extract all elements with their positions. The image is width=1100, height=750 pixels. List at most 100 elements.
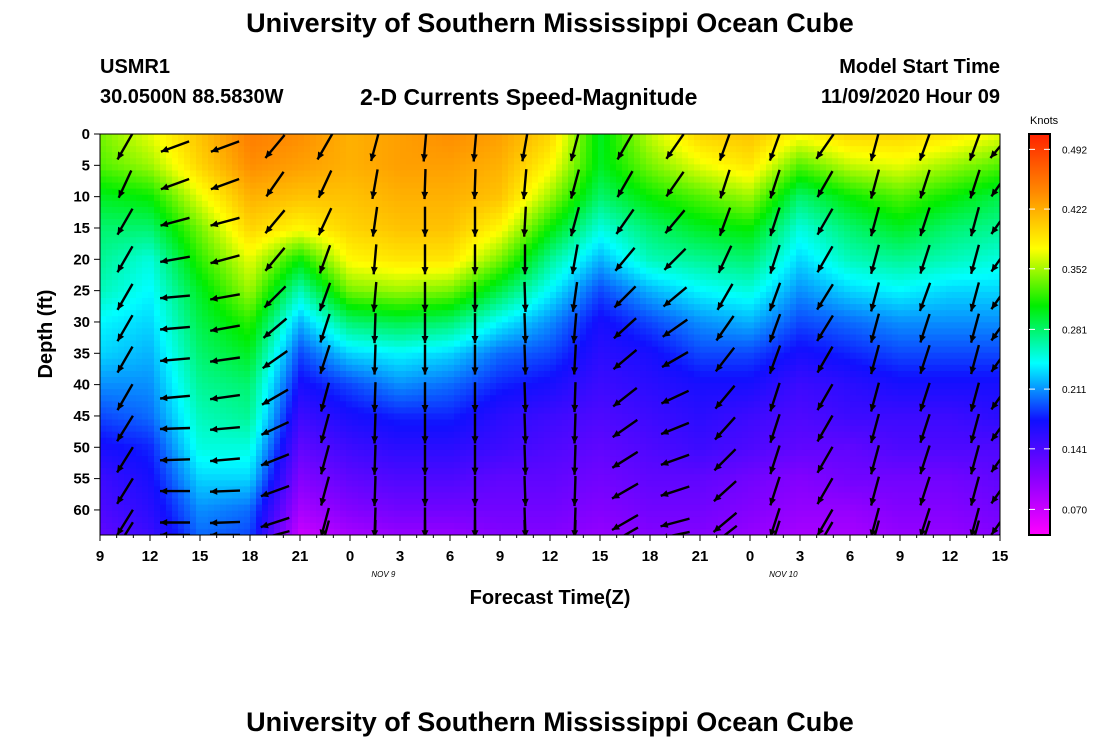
heatmap-cell <box>490 249 497 257</box>
heatmap-cell <box>718 243 725 251</box>
heatmap-cell <box>166 316 173 323</box>
heatmap-cell <box>388 140 395 147</box>
heatmap-cell <box>274 212 281 220</box>
heatmap-cell <box>622 249 629 257</box>
heatmap-cell <box>208 146 215 153</box>
heatmap-cell <box>202 152 209 159</box>
heatmap-cell <box>964 219 971 226</box>
heatmap-cell <box>910 310 917 317</box>
heatmap-cell <box>598 182 605 190</box>
heatmap-cell <box>796 164 803 172</box>
chart-subtitle: 2-D Currents Speed-Magnitude <box>360 84 698 110</box>
heatmap-cell <box>568 285 575 293</box>
heatmap-cell <box>808 267 815 275</box>
heatmap-cell <box>274 249 281 257</box>
heatmap-cell <box>832 285 839 293</box>
heatmap-cell <box>784 304 791 311</box>
heatmap-cell <box>310 158 317 165</box>
heatmap-cell <box>862 152 869 159</box>
heatmap-cell <box>658 243 665 251</box>
heatmap-cell <box>670 273 677 281</box>
heatmap-cell <box>838 164 845 172</box>
heatmap-cell <box>136 158 143 165</box>
heatmap-cell <box>556 158 563 165</box>
heatmap-cell <box>484 328 491 336</box>
heatmap-cell <box>898 322 905 330</box>
heatmap-cell <box>508 255 515 263</box>
heatmap-cell <box>100 134 107 141</box>
heatmap-cell <box>868 182 875 190</box>
heatmap-cell <box>844 206 851 214</box>
heatmap-cell <box>364 273 371 281</box>
heatmap-cell <box>838 182 845 190</box>
heatmap-cell <box>946 170 953 178</box>
heatmap-cell <box>298 291 305 299</box>
heatmap-cell <box>910 194 917 202</box>
heatmap-cell <box>802 291 809 299</box>
heatmap-cell <box>112 243 119 251</box>
heatmap-cell <box>706 176 713 184</box>
heatmap-cell <box>238 158 245 165</box>
heatmap-cell <box>946 188 953 196</box>
heatmap-cell <box>718 200 725 208</box>
heatmap-cell <box>760 298 767 305</box>
heatmap-cell <box>208 237 215 244</box>
heatmap-cell <box>598 134 605 141</box>
heatmap-cell <box>880 182 887 190</box>
heatmap-cell <box>424 267 431 275</box>
heatmap-cell <box>430 134 437 141</box>
heatmap-cell <box>964 267 971 275</box>
heatmap-cell <box>910 322 917 330</box>
heatmap-cell <box>676 164 683 172</box>
heatmap-cell <box>910 316 917 323</box>
heatmap-cell <box>118 140 125 147</box>
heatmap-cell <box>538 146 545 153</box>
heatmap-cell <box>694 249 701 257</box>
heatmap-cell <box>544 291 551 299</box>
heatmap-cell <box>784 249 791 257</box>
heatmap-cell <box>220 170 227 178</box>
heatmap-cell <box>526 194 533 202</box>
heatmap-cell <box>604 279 611 287</box>
heatmap-cell <box>850 231 857 238</box>
heatmap-cell <box>160 200 167 208</box>
heatmap-cell <box>646 152 653 159</box>
heatmap-cell <box>940 200 947 208</box>
heatmap-cell <box>556 261 563 269</box>
heatmap-cell <box>808 134 815 141</box>
heatmap-cell <box>310 291 317 299</box>
heatmap-cell <box>730 158 737 165</box>
heatmap-cell <box>160 140 167 147</box>
heatmap-cell <box>634 291 641 299</box>
heatmap-cell <box>832 322 839 330</box>
heatmap-cell <box>982 206 989 214</box>
heatmap-cell <box>112 249 119 257</box>
heatmap-cell <box>238 285 245 293</box>
heatmap-cell <box>466 273 473 281</box>
heatmap-cell <box>484 212 491 220</box>
heatmap-cell <box>820 243 827 251</box>
heatmap-cell <box>454 225 461 232</box>
heatmap-cell <box>808 225 815 232</box>
heatmap-cell <box>610 298 617 305</box>
heatmap-cell <box>748 298 755 305</box>
heatmap-cell <box>628 261 635 269</box>
heatmap-cell <box>808 140 815 147</box>
heatmap-cell <box>292 298 299 305</box>
heatmap-cell <box>844 164 851 172</box>
heatmap-cell <box>166 152 173 159</box>
heatmap-cell <box>100 146 107 153</box>
heatmap-cell <box>916 304 923 311</box>
heatmap-cell <box>844 176 851 184</box>
heatmap-cell <box>604 304 611 311</box>
heatmap-cell <box>598 316 605 323</box>
heatmap-cell <box>616 206 623 214</box>
heatmap-cell <box>724 164 731 172</box>
heatmap-cell <box>748 182 755 190</box>
heatmap-cell <box>946 158 953 165</box>
heatmap-cell <box>832 146 839 153</box>
heatmap-cell <box>664 316 671 323</box>
heatmap-cell <box>886 194 893 202</box>
heatmap-cell <box>658 322 665 330</box>
heatmap-cell <box>148 176 155 184</box>
